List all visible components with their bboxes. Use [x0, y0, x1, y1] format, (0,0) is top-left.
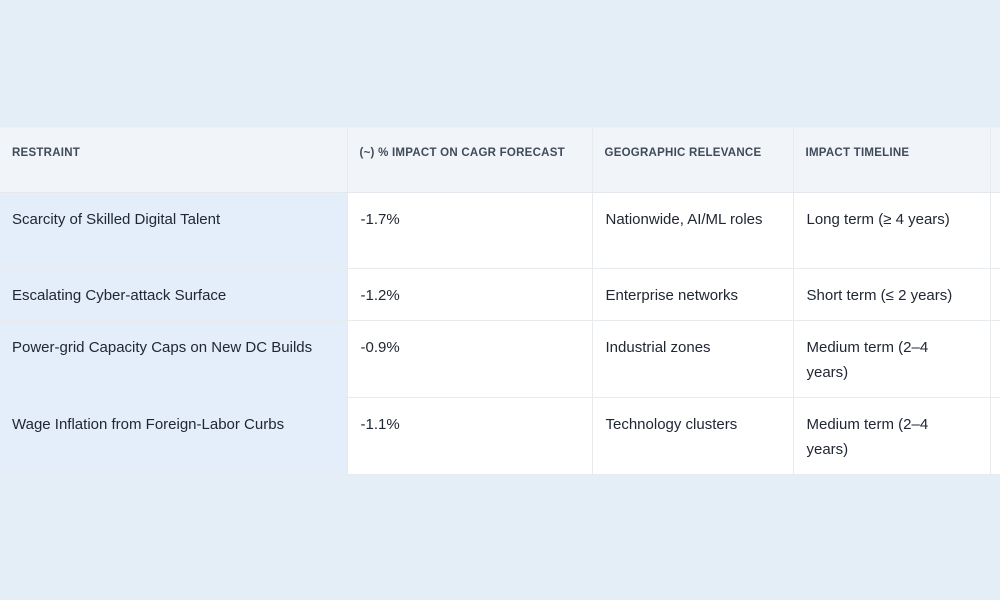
column-header-impact-timeline: IMPACT TIMELINE: [792, 127, 990, 193]
column-header-cutoff: [989, 127, 1000, 193]
cell-cutoff: [989, 397, 1000, 475]
restraints-table-viewport: RESTRAINT (~) % IMPACT ON CAGR FORECAST …: [0, 127, 1000, 475]
column-header-restraint: RESTRAINT: [0, 127, 347, 193]
cell-impact-timeline: Medium term (2–4 years): [792, 397, 990, 475]
cell-geographic-relevance: Enterprise networks: [591, 268, 793, 321]
cell-impact: -1.7%: [346, 192, 592, 269]
cell-impact-timeline: Long term (≥ 4 years): [792, 192, 990, 269]
restraints-table: RESTRAINT (~) % IMPACT ON CAGR FORECAST …: [0, 127, 1000, 475]
cell-impact-timeline: Short term (≤ 2 years): [792, 268, 990, 321]
cell-geographic-relevance: Industrial zones: [591, 320, 793, 398]
table-row: Power-grid Capacity Caps on New DC Build…: [0, 320, 1000, 398]
cell-impact-timeline: Medium term (2–4 years): [792, 320, 990, 398]
cell-impact: -1.2%: [346, 268, 592, 321]
cell-restraint: Power-grid Capacity Caps on New DC Build…: [0, 320, 347, 398]
column-header-geographic-relevance: GEOGRAPHIC RELEVANCE: [591, 127, 793, 193]
table-row: Escalating Cyber-attack Surface -1.2% En…: [0, 268, 1000, 321]
table-row: Scarcity of Skilled Digital Talent -1.7%…: [0, 192, 1000, 269]
cell-restraint: Wage Inflation from Foreign-Labor Curbs: [0, 397, 347, 475]
header-row: RESTRAINT (~) % IMPACT ON CAGR FORECAST …: [0, 127, 1000, 193]
table-row: Wage Inflation from Foreign-Labor Curbs …: [0, 397, 1000, 475]
cell-cutoff: [989, 268, 1000, 321]
cell-geographic-relevance: Technology clusters: [591, 397, 793, 475]
cell-restraint: Scarcity of Skilled Digital Talent: [0, 192, 347, 269]
cell-cutoff: [989, 192, 1000, 269]
cell-cutoff: [989, 320, 1000, 398]
cell-geographic-relevance: Nationwide, AI/ML roles: [591, 192, 793, 269]
cell-impact: -1.1%: [346, 397, 592, 475]
column-header-impact-on-cagr: (~) % IMPACT ON CAGR FORECAST: [346, 127, 592, 193]
cell-restraint: Escalating Cyber-attack Surface: [0, 268, 347, 321]
cell-impact: -0.9%: [346, 320, 592, 398]
